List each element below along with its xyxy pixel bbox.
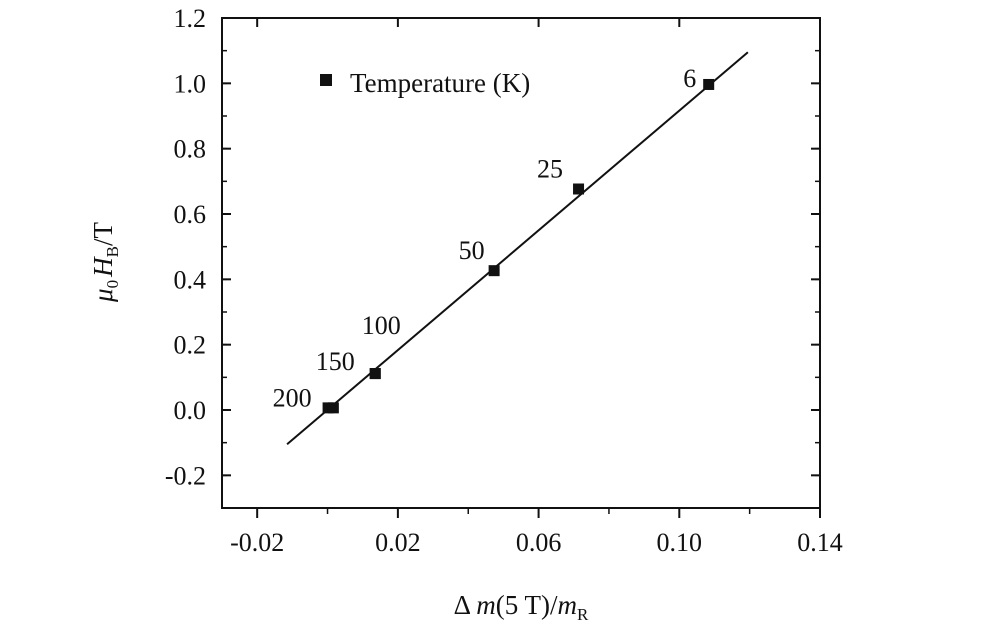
y-axis-title: μ0HB/T (88, 222, 122, 303)
point-label: 100 (362, 311, 401, 340)
point-label: 6 (683, 64, 696, 93)
data-point (573, 183, 585, 195)
y-tick-label: 0.2 (174, 331, 207, 360)
x-axis-title: Δ m(5 T)/mR (454, 590, 589, 624)
data-points (322, 78, 715, 414)
data-point (703, 78, 715, 90)
y-tick-label: 1.2 (174, 4, 207, 33)
point-label: 150 (316, 347, 355, 376)
x-tick-label: 0.02 (375, 528, 421, 557)
point-label: 50 (459, 236, 485, 265)
y-tick-label: 0.4 (174, 265, 207, 294)
x-tick-label: 0.06 (516, 528, 562, 557)
y-axis: -0.2 0.0 0.2 0.4 0.6 0.8 1.0 1.2 (165, 4, 820, 509)
legend-marker (320, 74, 332, 86)
y-tick-label: 0.8 (174, 135, 207, 164)
legend-label: Temperature (K) (350, 68, 530, 98)
y-tick-label: 1.0 (174, 69, 207, 98)
x-tick-label: 0.10 (657, 528, 703, 557)
x-tick-label: 0.14 (797, 528, 843, 557)
y-tick-label: 0.0 (174, 396, 207, 425)
point-label: 25 (537, 155, 563, 184)
data-point (369, 368, 381, 380)
x-axis: -0.02 0.02 0.06 0.10 0.14 (230, 18, 843, 557)
y-tick-label: 0.6 (174, 200, 207, 229)
x-tick-label: -0.02 (230, 528, 284, 557)
point-label: 200 (273, 383, 312, 412)
plot-frame (221, 17, 821, 509)
fit-line (286, 51, 749, 446)
y-tick-label: -0.2 (165, 461, 206, 490)
data-point (488, 265, 500, 277)
data-point (327, 402, 339, 414)
